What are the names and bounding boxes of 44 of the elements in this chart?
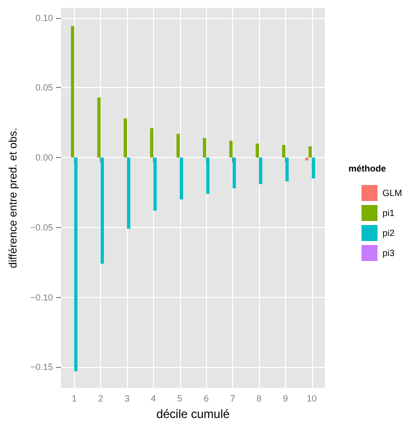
legend-label: pi1 [382, 208, 395, 218]
bar [97, 97, 101, 158]
legend-label: GLM [382, 188, 402, 198]
legend-title: méthode [348, 164, 386, 174]
bar [256, 144, 259, 158]
legend-label: pi2 [382, 228, 395, 238]
bar [180, 158, 184, 200]
bar [305, 158, 308, 160]
x-tick-label: 2 [98, 394, 104, 404]
x-tick-label: 7 [230, 394, 236, 404]
x-tick-label: 8 [256, 394, 262, 404]
bar [70, 26, 74, 158]
x-tick-label: 5 [177, 394, 182, 404]
bar [150, 128, 154, 158]
x-tick-label: 3 [124, 394, 130, 404]
bar [232, 158, 236, 188]
bar [308, 146, 312, 158]
bar [153, 158, 157, 211]
bar [176, 134, 180, 158]
x-tick-label: 9 [282, 394, 288, 404]
x-tick-label: 4 [150, 394, 156, 404]
bar [259, 158, 262, 184]
y-tick-label: −0.05 [30, 222, 53, 232]
x-tick-label: 1 [72, 394, 77, 404]
y-tick-label: −0.10 [30, 292, 53, 302]
x-tick-label: 6 [204, 394, 209, 404]
x-axis-title: décile cumulé [156, 407, 230, 421]
y-tick-label: −0.15 [30, 362, 53, 372]
y-axis-title: différence entre pred. et obs. [8, 128, 20, 268]
bar [127, 158, 130, 229]
bar [100, 158, 104, 264]
bar [206, 158, 210, 194]
y-tick-label: 0.05 [35, 82, 53, 93]
bar [285, 158, 289, 182]
bar [202, 138, 206, 158]
legend-label: pi3 [382, 248, 395, 258]
x-tick-label: 10 [306, 394, 317, 404]
bar [124, 118, 127, 158]
y-tick-label: 0.10 [35, 12, 53, 23]
bar [312, 158, 316, 178]
bar [229, 140, 233, 158]
y-tick-label: 0.00 [35, 152, 53, 163]
bar [282, 144, 286, 158]
bar [74, 158, 78, 372]
